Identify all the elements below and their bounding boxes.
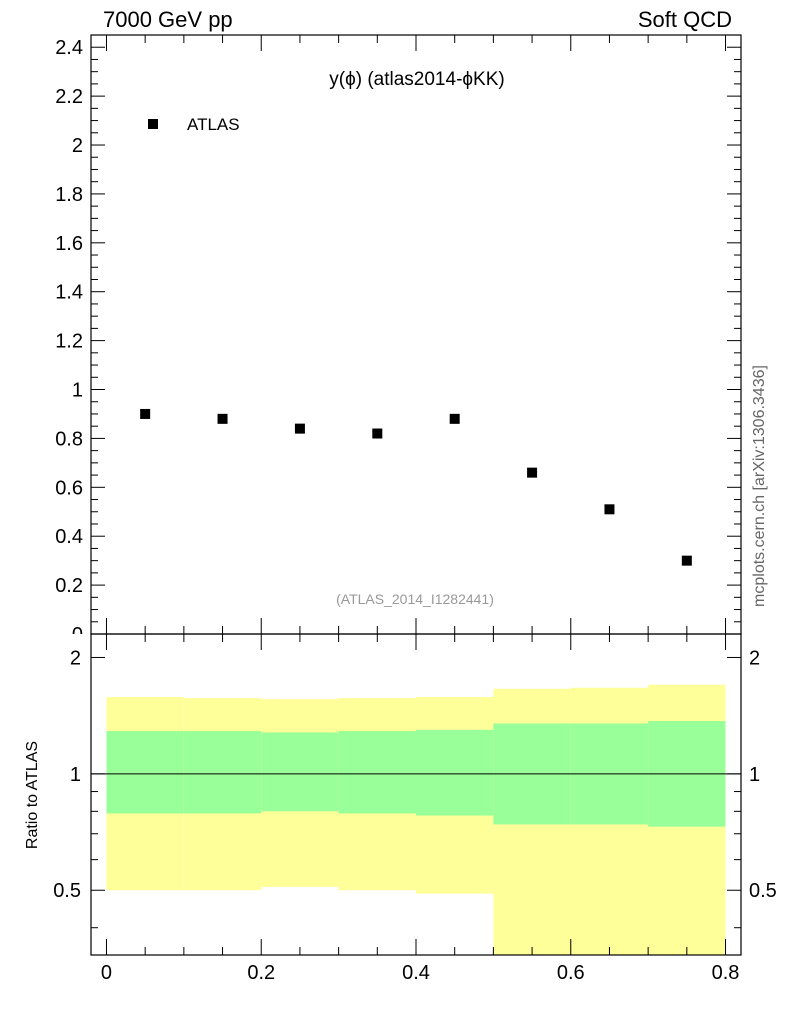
data-point <box>527 467 538 478</box>
x-tick-label: 0 <box>101 962 112 984</box>
x-tick-label: 0.6 <box>557 962 585 984</box>
main-plot-title: y(ϕ) (atlas2014-ϕKK) <box>329 69 504 90</box>
source-reference-label: mcplots.cern.ch [arXiv:1306.3436] <box>751 365 768 607</box>
data-point <box>604 504 615 515</box>
ratio-uncertainty-bands <box>106 684 726 955</box>
stat-uncertainty-band-4 <box>416 729 494 816</box>
x-tick-label: 0.8 <box>712 962 740 984</box>
data-point <box>294 423 305 434</box>
ratio-y-tick-label-right: 0.5 <box>749 880 777 902</box>
legend-entry-atlas: ATLAS <box>187 115 240 134</box>
main-y-tick-label: 0.4 <box>55 526 83 548</box>
data-point <box>372 428 383 439</box>
main-y-tick-label: 1.6 <box>55 233 83 255</box>
data-point <box>449 413 460 424</box>
collision-energy-label: 7000 GeV pp <box>103 7 233 32</box>
main-y-tick-label: 1.2 <box>55 331 83 353</box>
ratio-y-tick-label-right: 2 <box>749 647 760 669</box>
x-tick-label: 0.2 <box>247 962 275 984</box>
main-y-tick-label: 2 <box>72 135 83 157</box>
main-y-tick-label: 0.6 <box>55 477 83 499</box>
stat-uncertainty-band-3 <box>338 731 416 814</box>
main-y-tick-label: 1.4 <box>55 282 83 304</box>
data-point <box>681 555 692 566</box>
analysis-id-label: (ATLAS_2014_I1282441) <box>336 591 494 607</box>
ratio-axis-label: Ratio to ATLAS <box>24 741 41 849</box>
data-point <box>217 413 228 424</box>
main-y-tick-label: 0.8 <box>55 428 83 450</box>
stat-uncertainty-band-0 <box>106 731 184 814</box>
plot-axes: 0.2 0.4 0.6 0.8 1 1.2 1.4 1.6 1.8 2 2.2 2.4 0 0 0.2 0.4… <box>53 34 777 984</box>
ratio-y-tick-label: 0.5 <box>53 880 81 902</box>
ratio-y-tick-label: 2 <box>70 647 81 669</box>
stat-uncertainty-band-2 <box>261 732 339 812</box>
main-y-tick-label: 2.4 <box>55 37 83 59</box>
x-tick-label: 0.4 <box>402 962 430 984</box>
plot-labels: y(ϕ) (atlas2014-ϕKK) ATLAS (ATLAS_2014_I… <box>24 69 768 849</box>
main-y-tick-label: 0.2 <box>55 575 83 597</box>
process-label: Soft QCD <box>637 7 732 32</box>
main-y-tick-label: 2.2 <box>55 86 83 108</box>
ratio-y-tick-label: 1 <box>70 764 81 786</box>
ratio-y-tick-label-right: 1 <box>749 764 760 786</box>
main-y-tick-label-zero: 0 <box>72 624 83 646</box>
main-y-tick-label: 1 <box>72 380 83 402</box>
data-markers <box>140 408 692 566</box>
main-y-tick-label: 1.8 <box>55 184 83 206</box>
data-point <box>140 408 151 419</box>
legend-marker <box>148 119 158 129</box>
stat-uncertainty-band-1 <box>183 731 262 814</box>
